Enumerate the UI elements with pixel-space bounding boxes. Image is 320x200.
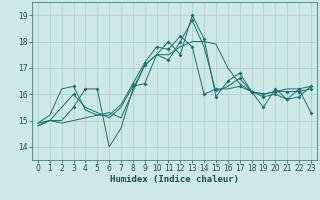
X-axis label: Humidex (Indice chaleur): Humidex (Indice chaleur)	[110, 175, 239, 184]
